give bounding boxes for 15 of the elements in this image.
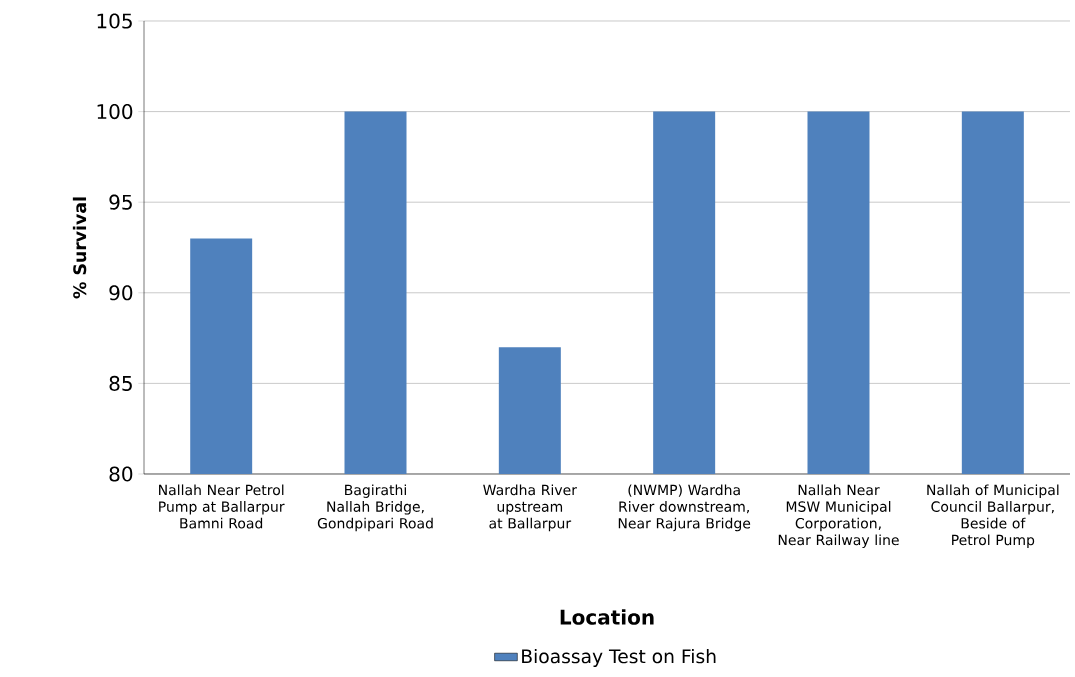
x-tick-label: Nallah of Municipal Council Ballarpur, Beside of Petrol Pump [927, 484, 1059, 548]
y-tick-label: 95 [109, 194, 132, 210]
x-axis-title: Location [560, 609, 654, 625]
y-tick-label: 100 [97, 104, 133, 120]
x-tick-label: Bagirathi Nallah Bridge, Gondpipari Road [317, 484, 433, 532]
y-tick-label: 105 [97, 13, 132, 29]
y-axis-title: % Survival [72, 197, 87, 299]
x-tick-label: Wardha River upstream at Ballarpur [483, 484, 577, 532]
legend-label: Bioassay Test on Fish [522, 648, 716, 667]
x-tick-label: Nallah Near Petrol Pump at Ballarpur Bamni Road [159, 484, 285, 529]
x-tick-label: (NWMP) Wardha River downstream, Near Rajura Bridge [618, 484, 751, 532]
y-tick-label: 90 [109, 285, 133, 301]
x-tick-label: Nallah Near MSW Municipal Corporation, Near Railway line [778, 484, 899, 548]
y-tick-label: 80 [109, 466, 133, 482]
y-tick-label: 85 [109, 375, 132, 391]
